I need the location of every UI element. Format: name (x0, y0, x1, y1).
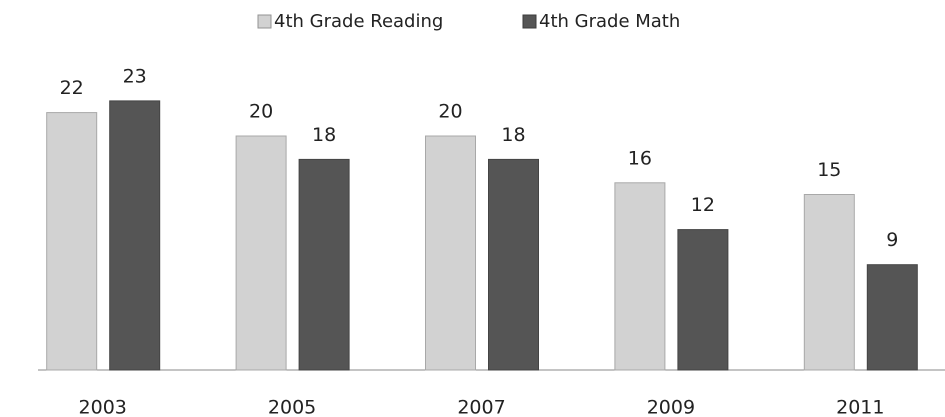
legend-label: 4th Grade Math (539, 11, 680, 32)
x-tick-label: 2009 (647, 397, 695, 417)
value-label: 16 (628, 147, 652, 169)
bar (488, 158, 539, 371)
value-label: 18 (501, 124, 525, 146)
bar (614, 182, 666, 371)
bar (803, 194, 855, 371)
x-tick-label: 2011 (836, 397, 884, 417)
value-label: 23 (123, 65, 147, 87)
bar (46, 112, 98, 371)
legend-swatch (257, 14, 272, 29)
x-tick-label: 2007 (457, 397, 505, 417)
value-label: 18 (312, 124, 336, 146)
x-tick-label: 2003 (79, 397, 127, 417)
x-tick-label: 2005 (268, 397, 316, 417)
value-label: 15 (817, 159, 841, 181)
legend: 4th Grade Reading 4th Grade Math (257, 11, 680, 32)
value-label: 20 (249, 101, 273, 123)
bar (677, 229, 729, 371)
value-label: 22 (60, 77, 84, 99)
value-label: 12 (691, 194, 715, 216)
bar (425, 135, 476, 371)
bar (235, 135, 287, 371)
bar (109, 100, 161, 371)
bar (866, 264, 918, 371)
legend-label: 4th Grade Reading (274, 11, 443, 32)
value-label: 20 (438, 101, 462, 123)
value-label: 9 (886, 229, 898, 251)
bar (298, 158, 350, 371)
legend-swatch (522, 14, 537, 29)
